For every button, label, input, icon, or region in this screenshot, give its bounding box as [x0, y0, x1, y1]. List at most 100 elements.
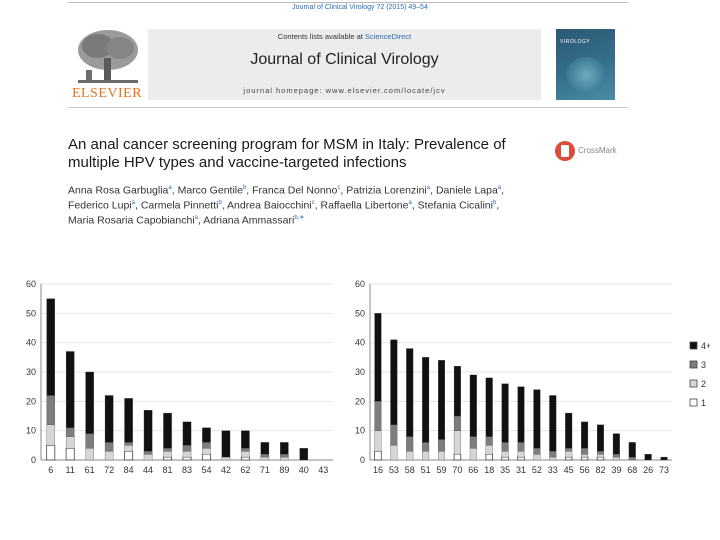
- bar-segment-3: [143, 451, 153, 455]
- bar-segment-1: [65, 447, 75, 461]
- bar-segment-4plus: [453, 365, 461, 417]
- author-name[interactable]: Carmela Pinnetti: [140, 199, 219, 212]
- x-tick-label: 54: [201, 465, 211, 475]
- bar-segment-3: [533, 448, 541, 455]
- bar-segment-4plus: [406, 348, 414, 437]
- author-affiliation[interactable]: b: [218, 200, 222, 206]
- bar-segment-3: [406, 436, 414, 452]
- x-tick-label: 51: [421, 465, 431, 475]
- bar-segment-4plus: [104, 395, 114, 443]
- x-tick-label: 71: [260, 465, 270, 475]
- bar-segment-1: [46, 444, 56, 461]
- bar-segment-2: [596, 453, 604, 458]
- author-affiliation[interactable]: a: [168, 185, 172, 191]
- header-divider: [68, 107, 628, 108]
- x-tick-label: 62: [240, 465, 250, 475]
- bar-segment-1: [163, 456, 173, 461]
- bar-segment-4plus: [390, 339, 398, 425]
- author-separator: ,: [430, 184, 436, 197]
- author-affiliation[interactable]: c: [337, 185, 341, 191]
- bar-segment-3: [453, 415, 461, 431]
- x-tick-label: 45: [564, 465, 574, 475]
- author-name[interactable]: Marco Gentile: [177, 184, 243, 197]
- journal-title: Journal of Clinical Virology: [250, 51, 439, 68]
- author-affiliation[interactable]: b: [492, 200, 497, 206]
- bar-segment-4plus: [549, 395, 557, 452]
- bar-segment-3: [438, 439, 446, 452]
- legend-swatch-2: [689, 379, 698, 388]
- x-tick-label: 56: [580, 465, 590, 475]
- bar-segment-1: [453, 453, 462, 461]
- bar-segment-3: [124, 442, 133, 446]
- x-tick-label: 72: [104, 465, 114, 475]
- author-name[interactable]: Federico Lupi: [68, 199, 132, 212]
- author-name[interactable]: Adriana Ammassari: [203, 214, 295, 227]
- bar-segment-3: [104, 442, 114, 452]
- x-tick-label: 53: [389, 465, 399, 475]
- x-tick-label: 52: [532, 465, 542, 475]
- bar-segment-2: [221, 456, 231, 461]
- x-tick-label: 16: [373, 465, 383, 475]
- journal-cover: VIROLOGY: [556, 29, 615, 100]
- author-name[interactable]: Patrizia Lorenzini: [346, 184, 427, 197]
- crossmark-icon: [555, 141, 575, 161]
- bar-segment-4plus: [85, 371, 94, 434]
- author-affiliation[interactable]: c: [311, 200, 315, 206]
- y-tick-label: 30: [355, 367, 365, 377]
- x-tick-label: 70: [452, 465, 462, 475]
- bar-segment-2: [549, 456, 557, 461]
- bar-segment-2: [453, 430, 461, 455]
- bar-segment-1: [501, 456, 509, 461]
- bar-segment-2: [104, 451, 114, 461]
- top-rule: [68, 2, 628, 3]
- crossmark-label: CrossMark: [578, 146, 617, 155]
- sciencedirect-link[interactable]: ScienceDirect: [364, 32, 412, 41]
- bar-segment-3: [202, 442, 211, 449]
- author-affiliation[interactable]: a: [194, 215, 198, 221]
- x-tick-label: 89: [279, 465, 289, 475]
- bar-segment-2: [46, 424, 55, 446]
- author-name[interactable]: Daniele Lapa: [435, 184, 498, 197]
- author-name[interactable]: Franca Del Nonno: [252, 184, 338, 197]
- author-name[interactable]: Maria Rosaria Capobianchi: [68, 214, 195, 227]
- y-tick-label: 0: [360, 455, 365, 465]
- author-name[interactable]: Raffaella Libertone: [320, 199, 409, 212]
- bar-segment-2: [501, 451, 509, 458]
- bar-segment-3: [485, 436, 493, 446]
- author-affiliation[interactable]: a: [131, 200, 135, 206]
- journal-citation[interactable]: Journal of Clinical Virology 72 (2015) 4…: [292, 4, 428, 11]
- bar-segment-2: [533, 453, 541, 461]
- elsevier-tree-icon: [78, 30, 138, 83]
- x-tick-label: 33: [548, 465, 558, 475]
- bar-segment-2: [182, 451, 192, 458]
- bar-segment-2: [260, 456, 270, 461]
- x-tick-label: 26: [643, 465, 653, 475]
- bar-segment-4plus: [241, 430, 250, 449]
- chart-high-risk-types: 0 10 20 30 40 50 60 16 53 58 51 59 70 66 18 35 31 52 33 45 5…: [340, 268, 710, 483]
- bar-segment-4plus: [438, 360, 446, 440]
- crossmark-badge[interactable]: CrossMark: [555, 140, 625, 164]
- elsevier-wordmark: ELSEVIER: [71, 86, 143, 101]
- bar-segment-3: [549, 451, 557, 458]
- bar-segment-4plus: [260, 442, 270, 455]
- bar-segment-3: [280, 453, 289, 458]
- author-affiliation[interactable]: a: [408, 200, 412, 206]
- author-affiliation[interactable]: a: [497, 185, 502, 191]
- bar-segment-3: [501, 442, 509, 452]
- bar-segment-2: [65, 436, 75, 449]
- bar-segment-3: [390, 424, 398, 446]
- bar-segment-3: [374, 401, 382, 431]
- author-affiliation[interactable]: b: [242, 185, 247, 191]
- bar-segment-3: [517, 442, 525, 452]
- bar-segment-4plus: [628, 442, 636, 458]
- author-affiliation[interactable]: a: [426, 185, 431, 191]
- bar-segment-2: [143, 453, 153, 461]
- author-name[interactable]: Andrea Baiocchini: [227, 199, 312, 212]
- bar-segment-3: [581, 448, 589, 455]
- journal-homepage[interactable]: journal homepage: www.elsevier.com/locat…: [243, 86, 446, 95]
- bar-segment-2: [280, 456, 289, 461]
- author-name[interactable]: Anna Rosa Garbuglia: [68, 184, 169, 197]
- author-affiliation[interactable]: b,∗: [294, 215, 305, 221]
- author-name[interactable]: Stefania Cicalini: [417, 199, 493, 212]
- bar-segment-1: [201, 453, 211, 461]
